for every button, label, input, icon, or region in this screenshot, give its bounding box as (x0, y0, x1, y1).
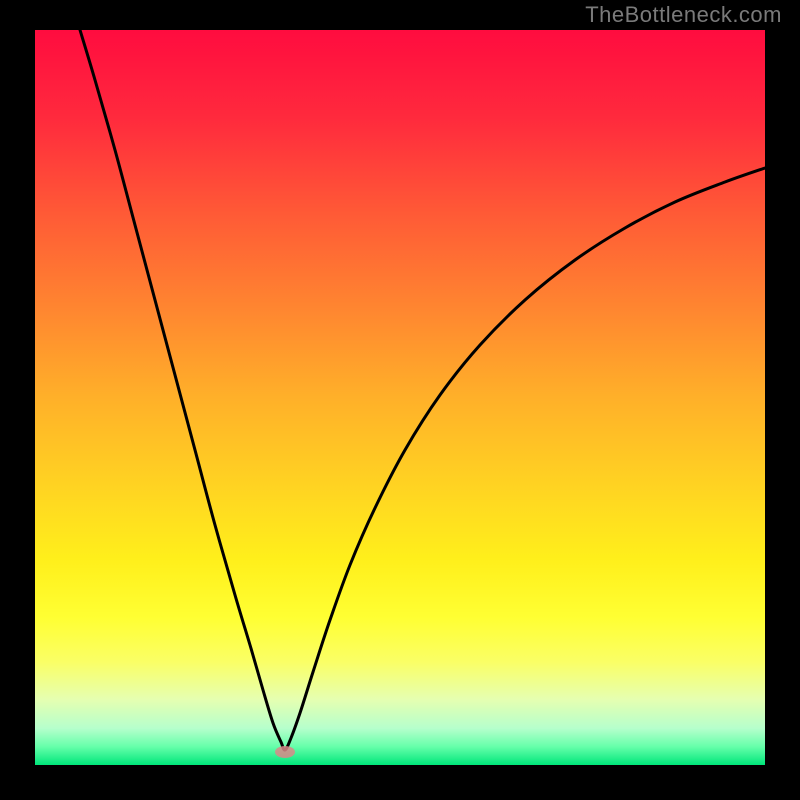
bottleneck-chart (35, 30, 765, 765)
chart-frame: TheBottleneck.com (0, 0, 800, 800)
optimal-point-marker (275, 746, 295, 758)
chart-background (35, 30, 765, 765)
watermark-text: TheBottleneck.com (585, 2, 782, 28)
